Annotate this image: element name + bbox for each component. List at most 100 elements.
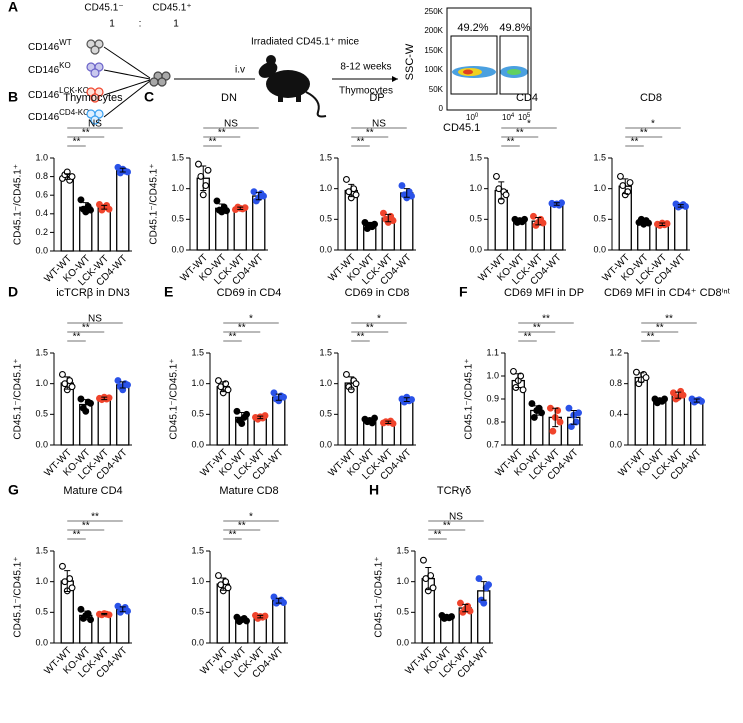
error-bar bbox=[220, 577, 227, 591]
error-bar bbox=[656, 398, 663, 403]
error-bar bbox=[82, 399, 89, 410]
data-point bbox=[380, 209, 387, 217]
significance-label: ** bbox=[82, 521, 90, 532]
chart-title: Thymocytes bbox=[63, 92, 123, 104]
data-point bbox=[77, 395, 85, 403]
data-point bbox=[645, 219, 652, 227]
y-tick-label: 1.0 bbox=[319, 183, 332, 193]
error-bar bbox=[238, 411, 245, 423]
significance-label: NS bbox=[88, 314, 102, 325]
y-tick-label: 0.0 bbox=[191, 439, 204, 449]
data-point bbox=[77, 196, 85, 204]
data-point bbox=[261, 612, 269, 620]
data-point bbox=[352, 380, 360, 388]
chart-title: Mature CD8 bbox=[219, 485, 278, 497]
error-bar bbox=[366, 418, 373, 423]
bar bbox=[690, 399, 704, 446]
donor-labels: CD146WT CD146KO CD146LCK-KO CD146CD4-KO bbox=[28, 38, 89, 123]
significance-label: NS bbox=[449, 512, 463, 523]
significance-label: NS bbox=[372, 119, 386, 130]
data-point bbox=[502, 191, 510, 199]
data-point bbox=[343, 371, 350, 378]
error-bar bbox=[257, 614, 264, 619]
data-point bbox=[521, 215, 528, 223]
significance-label: ** bbox=[542, 314, 550, 325]
panel-letter: F bbox=[459, 284, 468, 300]
donor-label: CD146LCK-KO bbox=[28, 86, 89, 101]
error-bar bbox=[385, 420, 392, 425]
arrow-head bbox=[392, 76, 398, 82]
bar bbox=[116, 384, 130, 446]
data-point bbox=[389, 217, 397, 225]
y-tick-label: 0.8 bbox=[609, 378, 622, 388]
data-point bbox=[616, 172, 624, 180]
y-axis-label: CD45.1⁻/CD45.1⁺ bbox=[13, 164, 24, 245]
error-bar bbox=[257, 415, 264, 420]
error-bar bbox=[659, 222, 666, 226]
significance-label: ** bbox=[82, 128, 90, 139]
donor-label: CD146CD4-KO bbox=[28, 108, 89, 123]
data-point bbox=[493, 172, 500, 180]
y-axis-label: CD45.1⁻/CD45.1⁺ bbox=[13, 556, 24, 637]
y-tick-label: 1.0 bbox=[469, 183, 482, 193]
error-bar bbox=[515, 373, 522, 388]
y-tick-label: 200K bbox=[424, 26, 443, 35]
data-point bbox=[575, 409, 582, 417]
chart-title: DP bbox=[369, 92, 384, 104]
y-axis-label: CD45.1⁻/CD45.1⁺ bbox=[13, 358, 24, 439]
error-bar bbox=[403, 188, 410, 198]
data-point bbox=[250, 188, 258, 196]
y-tick-label: 0.0 bbox=[171, 244, 184, 254]
data-point bbox=[217, 581, 225, 589]
bar bbox=[674, 205, 688, 251]
ratio: 1 bbox=[173, 19, 179, 30]
chart-title: DN bbox=[221, 92, 237, 104]
error-bar bbox=[693, 398, 700, 403]
error-bar bbox=[101, 613, 108, 616]
donor-label: CD146WT bbox=[28, 38, 72, 53]
data-point bbox=[215, 377, 222, 385]
y-tick-label: 0.0 bbox=[35, 637, 48, 647]
data-point bbox=[68, 173, 76, 181]
significance-label: ** bbox=[631, 137, 639, 148]
error-bar bbox=[237, 206, 244, 211]
data-point bbox=[199, 191, 207, 199]
y-tick-label: 1.0 bbox=[319, 378, 332, 388]
significance-label: ** bbox=[218, 128, 226, 139]
error-bar bbox=[64, 570, 71, 592]
flow-ylabel: SSC-W bbox=[404, 43, 416, 80]
significance-label: ** bbox=[533, 323, 541, 334]
data-point bbox=[510, 367, 517, 375]
data-point bbox=[343, 176, 350, 183]
significance-label: ** bbox=[229, 332, 237, 343]
error-bar bbox=[64, 376, 71, 390]
y-tick-label: 0.0 bbox=[469, 244, 482, 254]
data-point bbox=[114, 377, 122, 385]
significance-label: ** bbox=[656, 323, 664, 334]
data-point bbox=[669, 389, 677, 397]
significance-label: * bbox=[377, 314, 381, 325]
bar bbox=[272, 396, 286, 446]
significance-label: ** bbox=[647, 332, 655, 343]
y-tick-label: 0.0 bbox=[319, 439, 332, 449]
y-tick-label: 1.5 bbox=[319, 152, 332, 162]
significance-label: * bbox=[651, 119, 655, 130]
data-point bbox=[215, 572, 222, 579]
significance-label: ** bbox=[238, 521, 246, 532]
y-tick-label: 0.5 bbox=[593, 214, 606, 224]
data-point bbox=[77, 605, 85, 613]
y-tick-label: 0.5 bbox=[35, 409, 48, 419]
bar bbox=[116, 169, 130, 252]
error-bar bbox=[119, 606, 126, 613]
y-tick-label: 1.5 bbox=[396, 545, 409, 555]
data-point bbox=[539, 219, 547, 227]
y-axis-label: CD45.1⁻/CD45.1⁺ bbox=[374, 556, 385, 637]
bar bbox=[97, 397, 111, 446]
data-point bbox=[58, 371, 66, 378]
y-tick-label: 0.8 bbox=[35, 171, 48, 181]
significance-label: ** bbox=[91, 512, 99, 523]
significance-label: ** bbox=[524, 332, 532, 343]
data-point bbox=[68, 584, 76, 592]
y-tick-label: 0.5 bbox=[319, 214, 332, 224]
y-tick-label: 0.2 bbox=[35, 227, 48, 237]
